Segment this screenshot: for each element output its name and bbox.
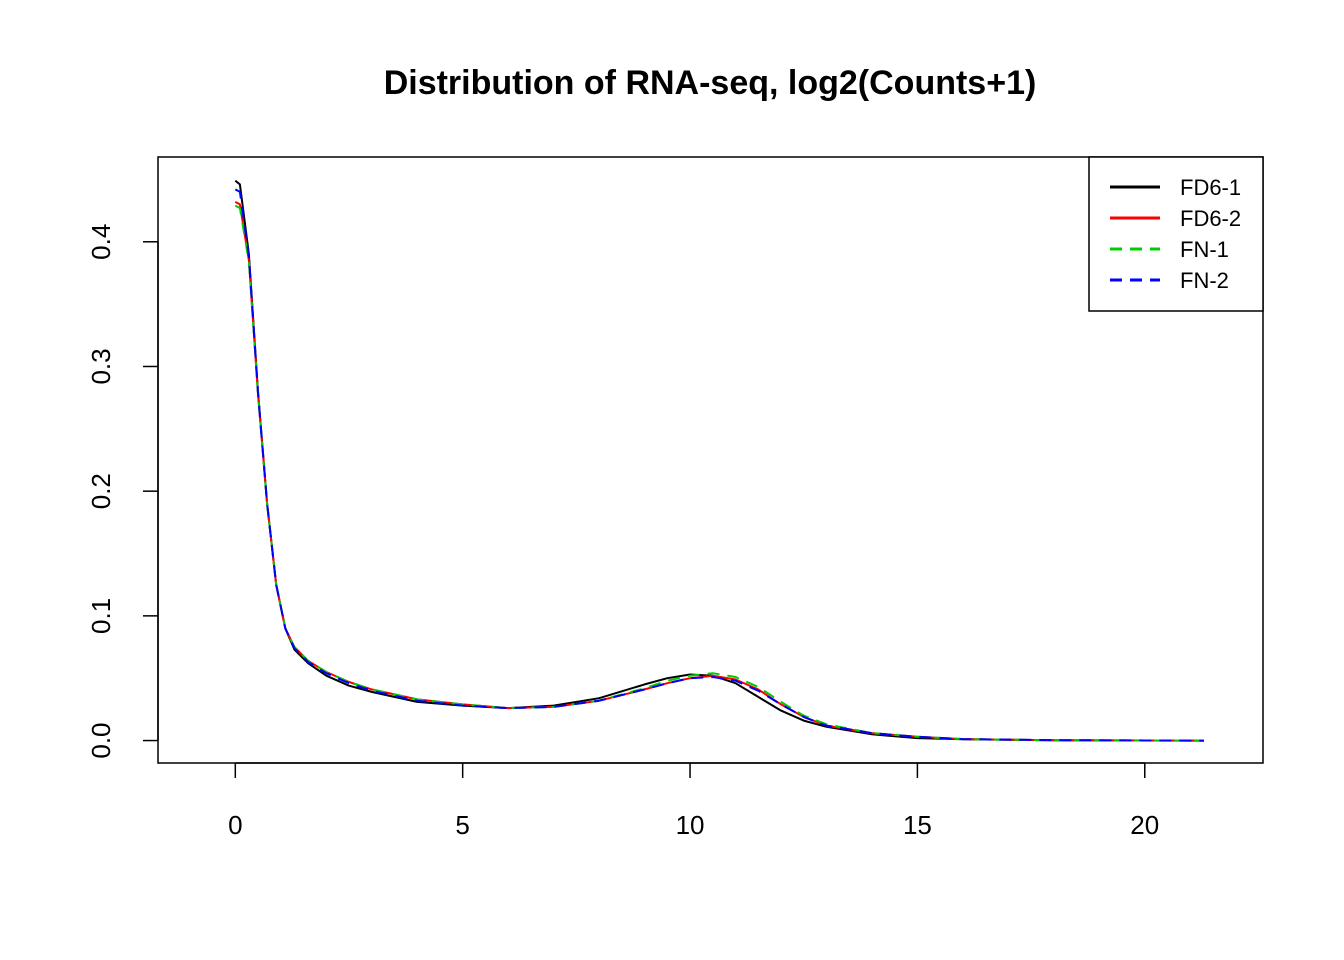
- series-line-1: [234, 179, 1204, 742]
- y-tick-label: 0.4: [86, 224, 116, 260]
- legend: FD6-1 FD6-2 FN-1 FN-2: [1088, 156, 1264, 312]
- legend-label: FD6-2: [1180, 206, 1241, 231]
- y-tick-label: 0.0: [86, 722, 116, 758]
- x-tick-label: 20: [1130, 810, 1159, 840]
- legend-label: FD6-1: [1180, 175, 1241, 200]
- y-tick-label: 0.3: [86, 348, 116, 384]
- legend-label: FN-1: [1180, 237, 1229, 262]
- x-tick-label: 5: [455, 810, 469, 840]
- y-tick-label: 0.2: [86, 473, 116, 509]
- series-line-2: [234, 201, 1204, 742]
- x-tick-label: 10: [676, 810, 705, 840]
- y-tick-label: 0.1: [86, 598, 116, 634]
- chart-title: Distribution of RNA-seq, log2(Counts+1): [384, 64, 1037, 102]
- y-axis: 0.0 0.1 0.2 0.3 0.4: [86, 224, 159, 759]
- legend-box: [1088, 156, 1264, 312]
- series-line-3: [234, 204, 1204, 742]
- x-tick-label: 0: [228, 810, 242, 840]
- x-axis: 0 5 10 15 20: [228, 762, 1159, 840]
- series-line-4: [234, 188, 1204, 742]
- series-layer: [234, 179, 1204, 742]
- x-tick-label: 15: [903, 810, 932, 840]
- legend-label: FN-2: [1180, 268, 1229, 293]
